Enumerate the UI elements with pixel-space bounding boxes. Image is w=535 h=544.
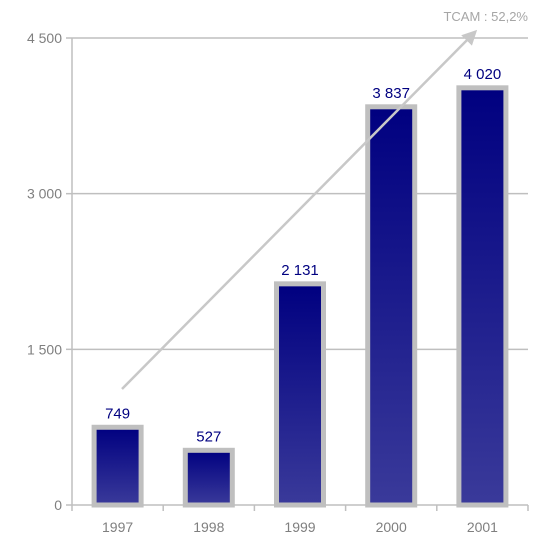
bar: [456, 85, 509, 508]
y-tick-label: 0: [54, 497, 62, 513]
cagr-label: TCAM : 52,2%: [443, 9, 528, 24]
trend-annotation: TCAM : 52,2%: [121, 9, 528, 390]
data-labels: 749 527 2 131 3 837 4 020: [105, 66, 501, 445]
trend-arrow: [121, 29, 478, 390]
y-tick-label: 1 500: [27, 341, 62, 357]
data-label: 4 020: [464, 66, 502, 83]
x-tick-label: 1999: [284, 519, 315, 535]
y-tick-label: 3 000: [27, 186, 62, 202]
x-tick-label: 2000: [376, 519, 407, 535]
x-tick-label: 2001: [467, 519, 498, 535]
data-label: 3 837: [372, 85, 410, 102]
data-label: 527: [196, 428, 221, 445]
x-tick-label: 1997: [102, 519, 133, 535]
data-label: 2 131: [281, 262, 319, 279]
bar: [365, 104, 418, 508]
x-tick-label: 1998: [193, 519, 224, 535]
data-label: 749: [105, 405, 130, 422]
bar: [91, 424, 144, 508]
y-tick-label: 4 500: [27, 30, 62, 46]
bars: [91, 85, 509, 508]
bar: [274, 281, 326, 508]
bar: [182, 447, 235, 508]
